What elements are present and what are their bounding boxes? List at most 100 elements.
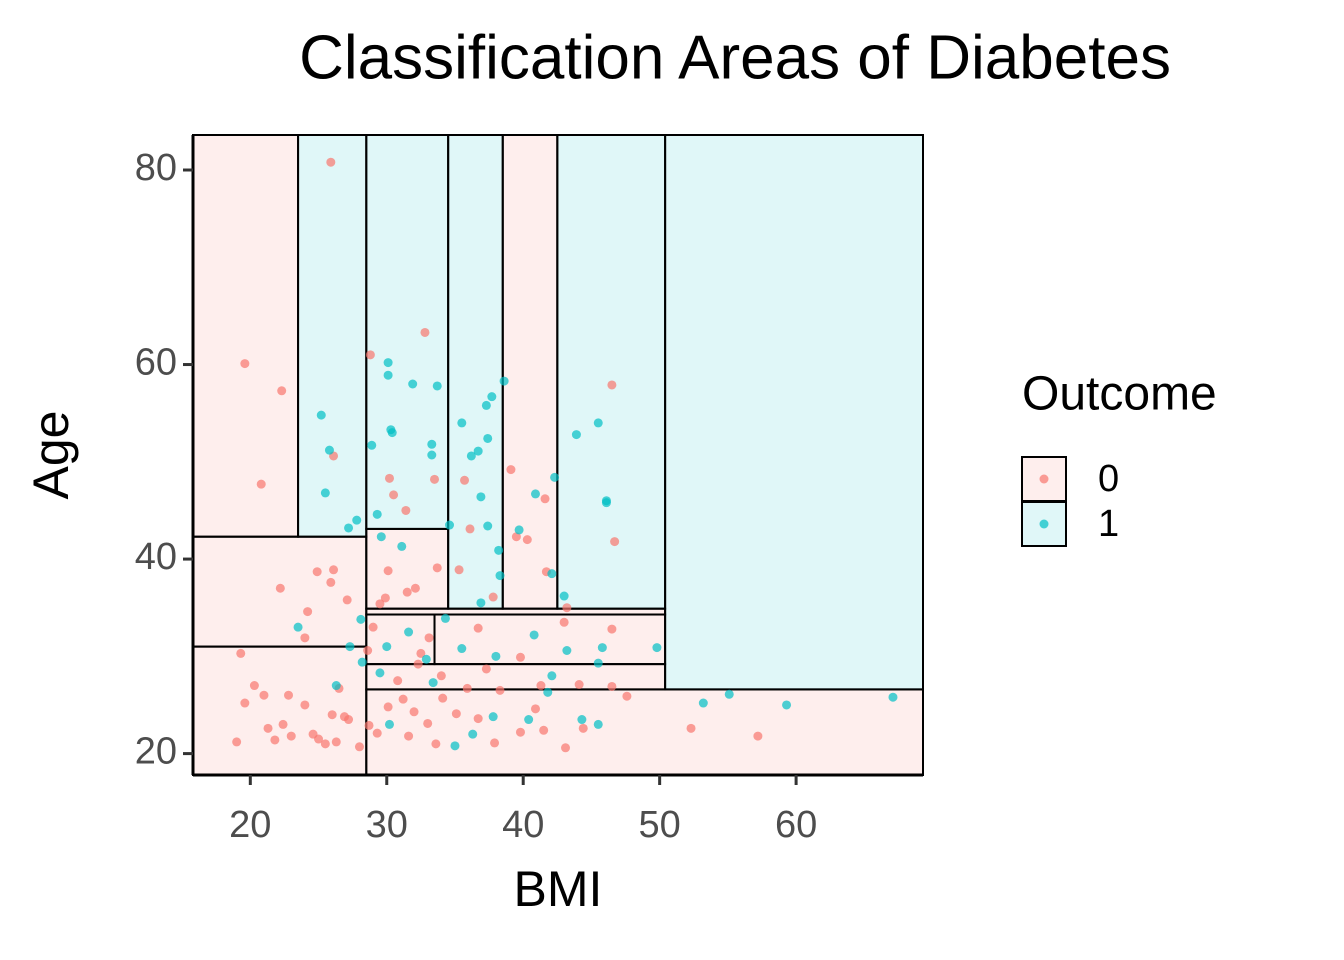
- data-point: [270, 735, 280, 745]
- class-region: [556, 134, 667, 610]
- data-point: [423, 718, 433, 728]
- data-point: [483, 521, 493, 531]
- data-point: [329, 565, 339, 575]
- data-point: [562, 603, 572, 613]
- data-point: [530, 704, 540, 714]
- data-point: [383, 370, 393, 380]
- data-point: [522, 535, 532, 545]
- data-point: [529, 630, 539, 640]
- data-point: [490, 738, 500, 748]
- data-point: [393, 676, 403, 686]
- data-point: [367, 440, 377, 450]
- data-point: [511, 532, 521, 542]
- y-axis-label: Age: [23, 411, 79, 500]
- data-point: [363, 646, 373, 656]
- data-point: [427, 450, 437, 460]
- data-point: [368, 622, 378, 632]
- data-point: [593, 658, 603, 668]
- data-point: [473, 446, 483, 456]
- legend-label: 0: [1098, 458, 1119, 500]
- data-point: [364, 720, 374, 730]
- data-point: [427, 439, 437, 449]
- data-point: [293, 622, 303, 632]
- data-point: [488, 712, 498, 722]
- data-point: [249, 681, 259, 691]
- data-point: [354, 742, 364, 752]
- data-point: [562, 646, 572, 656]
- y-tick-label: 80: [135, 147, 177, 189]
- data-point: [398, 694, 408, 704]
- data-point: [240, 698, 250, 708]
- data-point: [303, 607, 313, 617]
- data-point: [506, 465, 516, 475]
- data-point: [300, 700, 310, 710]
- data-point: [607, 681, 617, 691]
- data-point: [547, 671, 557, 681]
- data-point: [577, 715, 587, 725]
- data-point: [431, 739, 441, 749]
- data-point: [256, 479, 266, 489]
- data-point: [543, 687, 553, 697]
- data-point: [339, 712, 349, 722]
- data-point: [561, 743, 571, 753]
- data-point: [593, 418, 603, 428]
- data-point: [438, 693, 448, 703]
- data-point: [476, 598, 486, 608]
- class-region: [192, 134, 300, 538]
- data-point: [397, 541, 407, 551]
- data-point: [465, 524, 475, 534]
- class-region: [365, 663, 667, 691]
- class-region: [192, 645, 368, 777]
- data-point: [473, 623, 483, 633]
- x-tick-label: 40: [502, 804, 544, 846]
- data-point: [278, 719, 288, 729]
- data-point: [539, 725, 549, 735]
- data-point: [436, 671, 446, 681]
- class-region: [447, 134, 504, 610]
- y-tick-label: 20: [135, 731, 177, 773]
- data-point: [593, 719, 603, 729]
- data-point: [488, 592, 498, 602]
- data-point: [326, 577, 336, 587]
- x-axis-label: BMI: [514, 861, 603, 917]
- chart-title: Classification Areas of Diabetes: [299, 23, 1171, 92]
- data-point: [559, 591, 569, 601]
- data-point: [454, 565, 464, 575]
- data-point: [383, 566, 393, 576]
- data-point: [284, 690, 294, 700]
- data-point: [409, 707, 419, 717]
- data-point: [232, 737, 242, 747]
- data-point: [476, 492, 486, 502]
- data-point: [324, 445, 334, 455]
- data-point: [601, 498, 611, 508]
- class-region: [297, 134, 368, 538]
- legend-title: Outcome: [1022, 368, 1217, 421]
- data-point: [578, 723, 588, 733]
- data-point: [344, 523, 354, 533]
- data-point: [387, 428, 397, 438]
- data-point: [457, 418, 467, 428]
- y-tick-label: 60: [135, 342, 177, 384]
- data-point: [380, 593, 390, 603]
- data-point: [401, 505, 411, 515]
- data-point: [536, 681, 546, 691]
- data-point: [382, 642, 392, 652]
- data-point: [698, 698, 708, 708]
- data-point: [514, 525, 524, 535]
- data-point: [389, 490, 399, 500]
- data-point: [320, 488, 330, 498]
- data-point: [240, 359, 250, 369]
- data-point: [547, 569, 557, 579]
- data-point: [372, 728, 382, 738]
- data-point: [384, 473, 394, 483]
- data-point: [421, 654, 431, 664]
- data-point: [481, 664, 491, 674]
- data-point: [404, 731, 414, 741]
- data-point: [457, 644, 467, 654]
- data-point: [494, 545, 504, 555]
- data-point: [753, 731, 763, 741]
- class-region: [365, 688, 924, 776]
- data-point: [610, 537, 620, 547]
- data-point: [466, 451, 476, 461]
